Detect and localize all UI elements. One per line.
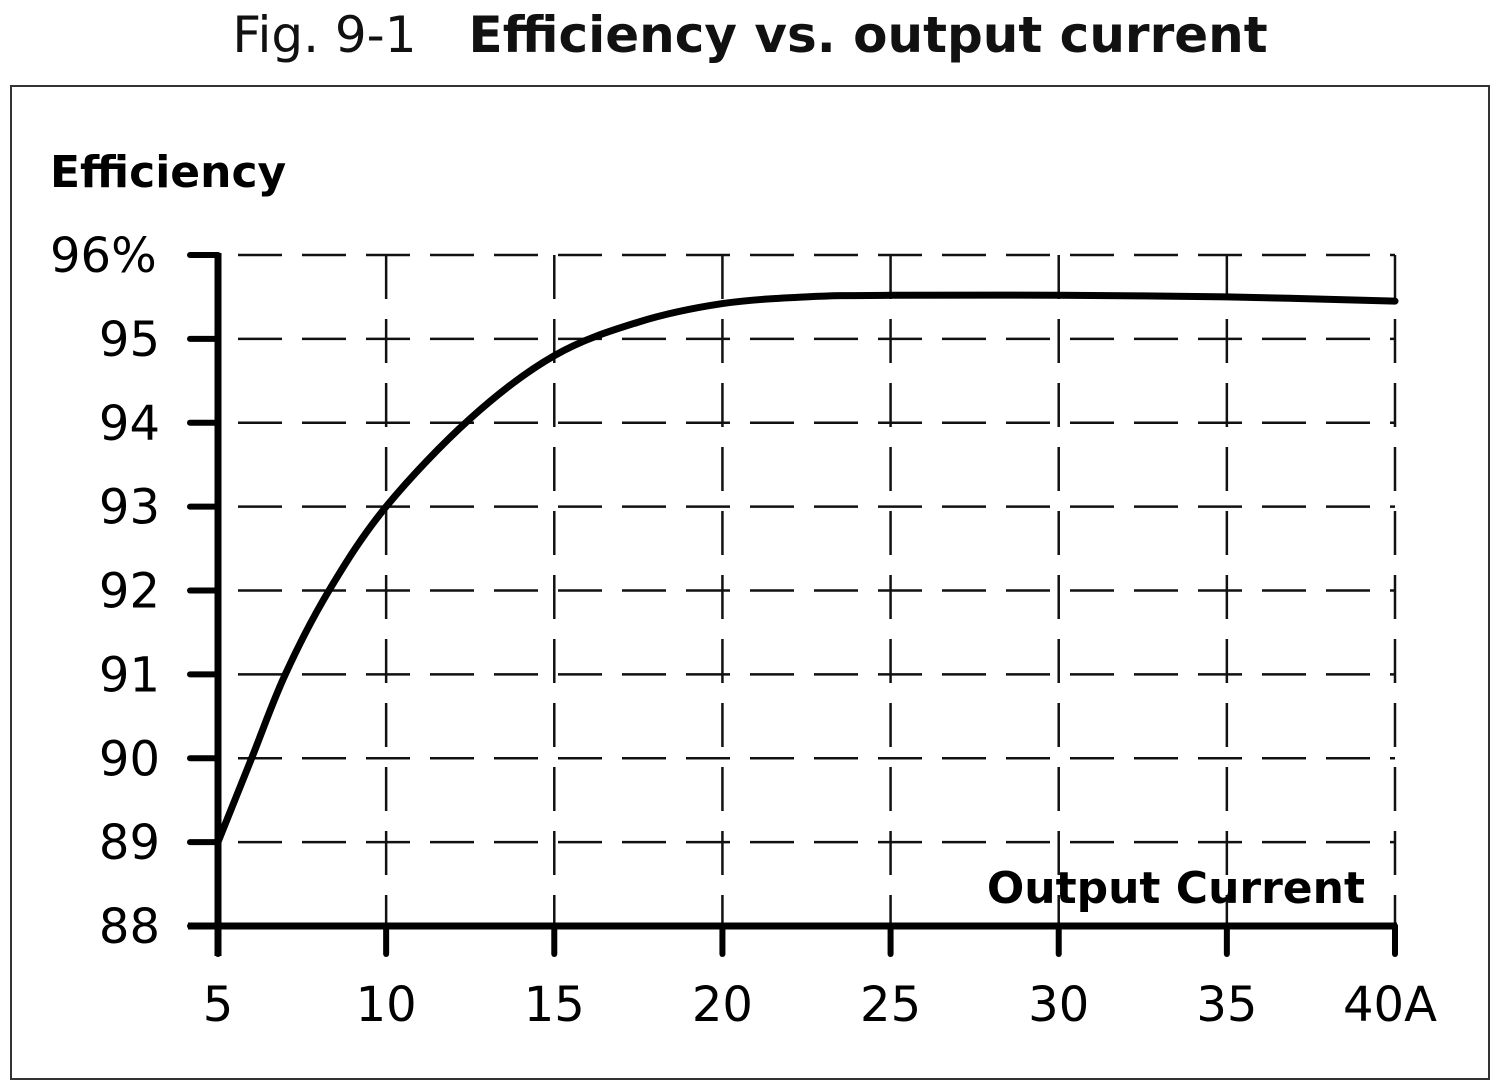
y-tick-label: 94 <box>99 396 160 452</box>
x-tick-label: 35 <box>1196 977 1257 1033</box>
figure-title: Fig. 9-1 Efficiency vs. output current <box>0 2 1500 68</box>
y-tick-label: 93 <box>99 480 160 536</box>
x-tick-label: 5 <box>203 977 234 1033</box>
axes <box>188 253 1397 956</box>
y-tick-label: 96% <box>50 228 157 284</box>
efficiency-curve <box>214 291 1399 846</box>
y-tick-label: 89 <box>99 815 160 871</box>
y-tick-label: 95 <box>99 312 160 368</box>
y-tick-label: 92 <box>99 564 160 620</box>
y-axis-title: Efficiency <box>50 147 286 198</box>
x-tick-label: 15 <box>524 977 585 1033</box>
y-tick-label: 90 <box>99 731 160 787</box>
y-tick-label: 88 <box>99 899 160 955</box>
figure-number: Fig. 9-1 <box>232 6 417 64</box>
y-axis-ticks: 88 89 90 91 92 93 94 95 96% <box>50 228 221 955</box>
x-tick-label: 40A <box>1343 977 1437 1033</box>
x-axis-ticks: 5 10 15 20 25 30 35 40A <box>203 923 1437 1033</box>
figure-name: Efficiency vs. output current <box>468 6 1268 64</box>
x-tick-label: 30 <box>1028 977 1089 1033</box>
x-axis-title: Output Current <box>987 863 1365 914</box>
chart-frame <box>10 85 1490 1080</box>
x-tick-label: 25 <box>860 977 921 1033</box>
x-tick-label: 20 <box>692 977 753 1033</box>
x-tick-label: 10 <box>356 977 417 1033</box>
y-tick-label: 91 <box>99 647 160 703</box>
grid-lines <box>218 253 1397 926</box>
